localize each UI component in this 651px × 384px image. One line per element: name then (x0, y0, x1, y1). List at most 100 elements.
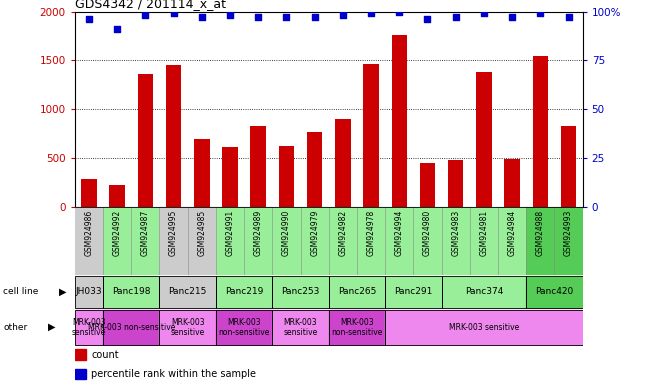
Text: Panc265: Panc265 (338, 287, 376, 296)
Text: MRK-003
sensitive: MRK-003 sensitive (72, 318, 106, 337)
Bar (103, 276, 159, 308)
Bar (441, 207, 470, 275)
Bar (216, 310, 272, 344)
Bar (187, 207, 216, 275)
Bar (103, 207, 132, 275)
Text: GSM924985: GSM924985 (197, 209, 206, 256)
Point (140, 12, 150, 18)
Bar (216, 276, 272, 308)
Point (478, 10, 489, 17)
Bar (385, 276, 441, 308)
Text: ▶: ▶ (48, 322, 55, 332)
Text: GSM924986: GSM924986 (85, 209, 94, 256)
Bar (329, 310, 385, 344)
Bar (476, 72, 492, 207)
Bar (103, 310, 159, 344)
Text: MRK-003
sensitive: MRK-003 sensitive (283, 318, 318, 337)
Bar (75, 276, 103, 308)
Text: GSM924982: GSM924982 (339, 209, 348, 255)
Point (535, 10, 546, 17)
Point (169, 10, 179, 17)
Bar (222, 147, 238, 207)
Text: JH033: JH033 (76, 287, 102, 296)
Text: MRK-003
sensitive: MRK-003 sensitive (171, 318, 205, 337)
Point (84, 16, 94, 22)
Bar (301, 207, 329, 275)
Text: GSM924983: GSM924983 (451, 209, 460, 256)
Bar (385, 207, 413, 275)
Text: GDS4342 / 201114_x_at: GDS4342 / 201114_x_at (75, 0, 226, 10)
Bar (413, 207, 441, 275)
Bar (272, 276, 329, 308)
Point (338, 12, 348, 18)
Bar (103, 310, 159, 344)
Point (225, 12, 235, 18)
Point (309, 14, 320, 20)
Bar (103, 276, 159, 308)
Bar (329, 276, 385, 308)
Bar (441, 276, 526, 308)
Bar (216, 310, 272, 344)
Bar (251, 126, 266, 207)
Point (563, 14, 574, 20)
Bar (555, 207, 583, 275)
Bar (81, 179, 97, 207)
Text: ▶: ▶ (59, 287, 66, 297)
Text: GSM924991: GSM924991 (225, 209, 234, 256)
Point (422, 16, 433, 22)
Bar (307, 132, 322, 207)
Point (253, 14, 264, 20)
Text: Panc420: Panc420 (535, 287, 574, 296)
Text: Panc374: Panc374 (465, 287, 503, 296)
Bar (357, 207, 385, 275)
Text: other: other (3, 323, 27, 332)
Bar (194, 139, 210, 207)
Bar (561, 126, 576, 207)
Bar (159, 276, 216, 308)
Bar (420, 163, 436, 207)
Point (197, 14, 207, 20)
Bar (526, 276, 583, 308)
Bar (329, 207, 357, 275)
Bar (526, 276, 583, 308)
Text: Panc219: Panc219 (225, 287, 263, 296)
Bar (75, 207, 103, 275)
Text: GSM924994: GSM924994 (395, 209, 404, 256)
Text: GSM924989: GSM924989 (254, 209, 263, 256)
Text: GSM924995: GSM924995 (169, 209, 178, 256)
Text: GSM924978: GSM924978 (367, 209, 376, 256)
Bar (391, 35, 407, 207)
Bar (159, 310, 216, 344)
Bar (272, 310, 329, 344)
Bar (244, 207, 272, 275)
Bar (109, 185, 125, 207)
Bar (159, 310, 216, 344)
Text: percentile rank within the sample: percentile rank within the sample (91, 369, 256, 379)
Bar (470, 207, 498, 275)
Point (450, 14, 461, 20)
Bar (385, 276, 441, 308)
Bar (272, 310, 329, 344)
Bar (448, 161, 464, 207)
Bar (75, 310, 103, 344)
Text: GSM924980: GSM924980 (423, 209, 432, 256)
Bar (385, 310, 583, 344)
Bar (385, 310, 583, 344)
Bar (279, 146, 294, 207)
Text: Panc253: Panc253 (281, 287, 320, 296)
Bar (272, 207, 301, 275)
Point (366, 10, 376, 17)
Text: GSM924992: GSM924992 (113, 209, 122, 256)
Text: GSM924981: GSM924981 (479, 209, 488, 255)
Text: Panc215: Panc215 (169, 287, 207, 296)
Bar (329, 276, 385, 308)
Bar (363, 65, 379, 207)
Text: Panc198: Panc198 (112, 287, 150, 296)
Text: MRK-003 non-sensitive: MRK-003 non-sensitive (88, 323, 175, 332)
Bar (533, 56, 548, 207)
Bar (441, 276, 526, 308)
Bar (272, 276, 329, 308)
Bar (75, 276, 103, 308)
Bar (137, 74, 153, 207)
Bar (329, 310, 385, 344)
